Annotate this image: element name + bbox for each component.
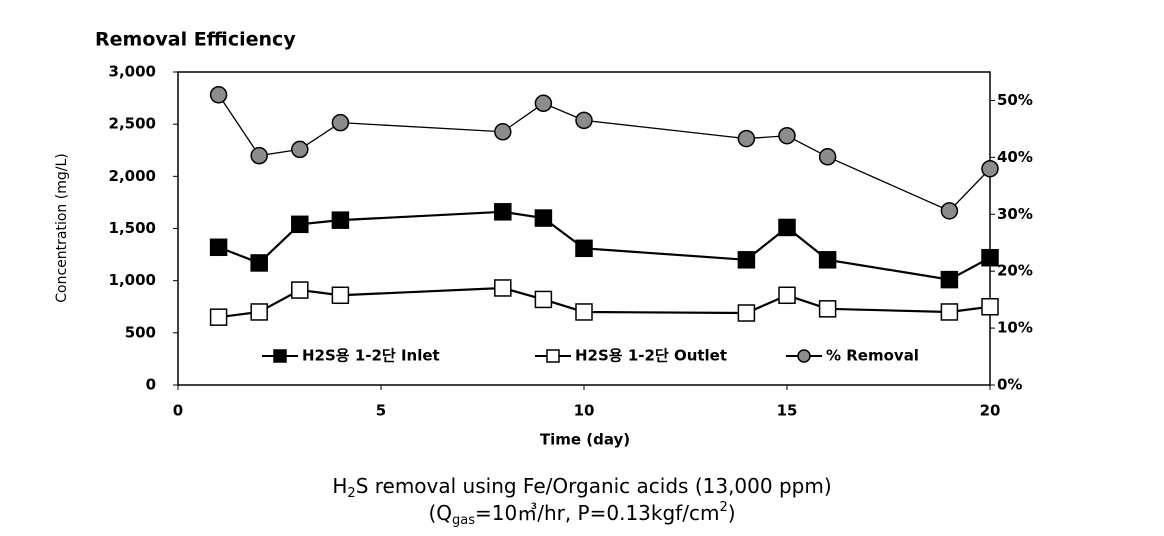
point (250, 303, 268, 321)
x-axis-label: Time (day) (540, 431, 630, 449)
point (209, 308, 228, 326)
caption-part: =10㎥/hr, P=0.13kgf/cm (475, 501, 719, 525)
point (575, 111, 593, 130)
point (818, 148, 837, 166)
caption-part: 2 (719, 500, 727, 515)
y2-tick-label: 30% (997, 205, 1033, 223)
legend-label: H2S용 1-2단 Inlet (302, 347, 440, 365)
point (534, 209, 553, 227)
point (291, 215, 309, 234)
x-tick-label: 15 (777, 402, 798, 420)
point (250, 254, 268, 272)
legend-item: % Removal (786, 347, 919, 365)
y-tick-label: 2,500 (109, 115, 156, 133)
caption-part: ) (728, 501, 736, 525)
caption-part: H (332, 474, 347, 498)
x-tick-label: 20 (980, 402, 1001, 420)
y-tick-label: 1,000 (109, 271, 156, 289)
point (737, 304, 756, 322)
point (209, 238, 228, 257)
y2-tick-label: 10% (997, 319, 1033, 337)
point (575, 239, 593, 258)
point (981, 248, 999, 267)
point (534, 290, 553, 309)
caption: H2S removal using Fe/Organic acids (13,0… (332, 474, 831, 501)
point (534, 94, 553, 113)
point (494, 279, 512, 297)
point (494, 123, 512, 141)
y-tick-label: 2,000 (109, 167, 156, 185)
point (940, 303, 959, 321)
legend-item: H2S용 1-2단 Outlet (535, 347, 727, 365)
y-tick-label: 3,000 (109, 63, 156, 81)
point (981, 298, 999, 316)
legend-item: H2S용 1-2단 Inlet (262, 347, 440, 365)
legend-label: H2S용 1-2단 Outlet (575, 347, 727, 365)
point (981, 159, 999, 178)
point (494, 203, 512, 221)
y-tick-label: 0 (146, 376, 156, 394)
point (250, 146, 268, 165)
point (778, 126, 796, 145)
point (778, 286, 796, 305)
point (737, 251, 756, 269)
y2-tick-label: 0% (997, 376, 1022, 394)
point (940, 202, 959, 220)
y-tick-label: 500 (125, 323, 156, 341)
caption-part: 2 (347, 486, 355, 501)
y2-tick-label: 20% (997, 262, 1033, 280)
caption: (Qgas=10㎥/hr, P=0.13kgf/cm2) (428, 500, 735, 528)
point (331, 113, 350, 132)
chart-title: Removal Efficiency (95, 29, 296, 51)
legend-marker (546, 349, 560, 363)
point (209, 86, 228, 104)
legend-label: % Removal (826, 347, 919, 365)
series-line (218, 94, 991, 212)
y-tick-label: 1,500 (109, 219, 156, 237)
legend-marker (273, 349, 287, 363)
x-tick-label: 10 (574, 402, 595, 420)
point (818, 300, 837, 318)
y2-tick-label: 40% (997, 148, 1033, 166)
legend-marker (797, 349, 811, 363)
x-tick-label: 5 (376, 402, 386, 420)
point (331, 286, 350, 305)
point (818, 251, 837, 269)
point (331, 211, 350, 229)
point (737, 129, 756, 148)
point (291, 281, 309, 299)
caption-part: gas (452, 513, 475, 528)
point (940, 270, 959, 289)
point (575, 303, 593, 321)
x-tick-label: 0 (173, 402, 183, 420)
y2-tick-label: 50% (997, 91, 1033, 109)
point (778, 218, 796, 237)
caption-part: S removal using Fe/Organic acids (13,000… (356, 474, 832, 498)
caption-part: (Q (428, 501, 452, 525)
y-axis-label: Concentration (mg/L) (54, 153, 70, 302)
point (291, 140, 309, 159)
